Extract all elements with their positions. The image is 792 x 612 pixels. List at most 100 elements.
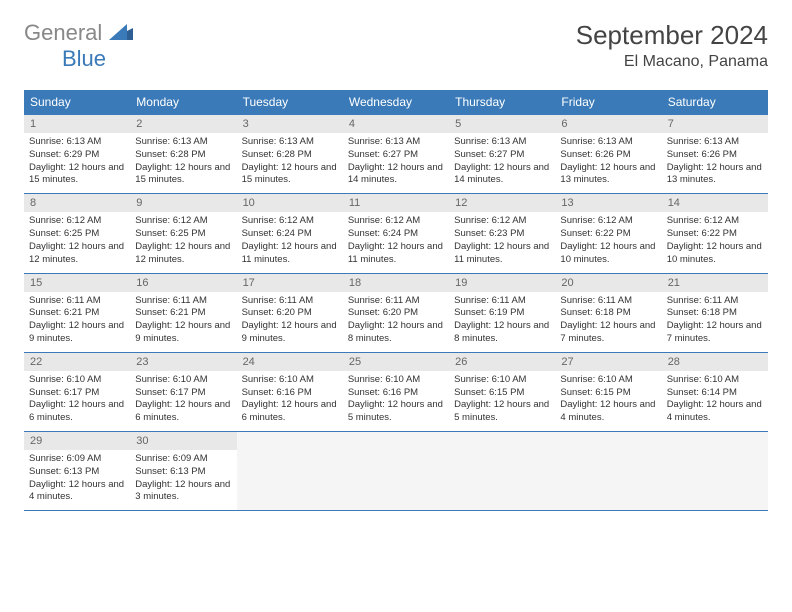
calendar-week-row: 15Sunrise: 6:11 AMSunset: 6:21 PMDayligh… bbox=[24, 273, 768, 352]
empty-cell bbox=[449, 432, 555, 511]
calendar-body: 1Sunrise: 6:13 AMSunset: 6:29 PMDaylight… bbox=[24, 115, 768, 511]
day-cell: 28Sunrise: 6:10 AMSunset: 6:14 PMDayligh… bbox=[662, 352, 768, 431]
day-number: 2 bbox=[130, 115, 236, 133]
day-cell: 14Sunrise: 6:12 AMSunset: 6:22 PMDayligh… bbox=[662, 194, 768, 273]
day-info: Sunrise: 6:11 AMSunset: 6:21 PMDaylight:… bbox=[130, 292, 236, 352]
day-number: 25 bbox=[343, 353, 449, 371]
day-info: Sunrise: 6:10 AMSunset: 6:16 PMDaylight:… bbox=[343, 371, 449, 431]
day-cell: 30Sunrise: 6:09 AMSunset: 6:13 PMDayligh… bbox=[130, 432, 236, 511]
day-info: Sunrise: 6:12 AMSunset: 6:22 PMDaylight:… bbox=[662, 212, 768, 272]
day-info: Sunrise: 6:10 AMSunset: 6:17 PMDaylight:… bbox=[130, 371, 236, 431]
empty-cell bbox=[343, 432, 449, 511]
weekday-header: Sunday bbox=[24, 90, 130, 115]
day-cell: 2Sunrise: 6:13 AMSunset: 6:28 PMDaylight… bbox=[130, 115, 236, 194]
day-number: 16 bbox=[130, 274, 236, 292]
day-number: 22 bbox=[24, 353, 130, 371]
logo-text: General Blue bbox=[24, 20, 133, 72]
day-info: Sunrise: 6:12 AMSunset: 6:24 PMDaylight:… bbox=[343, 212, 449, 272]
calendar-week-row: 8Sunrise: 6:12 AMSunset: 6:25 PMDaylight… bbox=[24, 194, 768, 273]
day-number: 29 bbox=[24, 432, 130, 450]
day-number: 8 bbox=[24, 194, 130, 212]
day-number: 4 bbox=[343, 115, 449, 133]
day-cell: 21Sunrise: 6:11 AMSunset: 6:18 PMDayligh… bbox=[662, 273, 768, 352]
day-number: 12 bbox=[449, 194, 555, 212]
day-number: 14 bbox=[662, 194, 768, 212]
day-number: 30 bbox=[130, 432, 236, 450]
logo-triangle-icon bbox=[109, 24, 133, 40]
day-number: 13 bbox=[555, 194, 661, 212]
day-number: 11 bbox=[343, 194, 449, 212]
day-cell: 27Sunrise: 6:10 AMSunset: 6:15 PMDayligh… bbox=[555, 352, 661, 431]
day-info: Sunrise: 6:10 AMSunset: 6:16 PMDaylight:… bbox=[237, 371, 343, 431]
day-info: Sunrise: 6:10 AMSunset: 6:14 PMDaylight:… bbox=[662, 371, 768, 431]
day-cell: 9Sunrise: 6:12 AMSunset: 6:25 PMDaylight… bbox=[130, 194, 236, 273]
day-number: 26 bbox=[449, 353, 555, 371]
day-cell: 3Sunrise: 6:13 AMSunset: 6:28 PMDaylight… bbox=[237, 115, 343, 194]
day-info: Sunrise: 6:13 AMSunset: 6:29 PMDaylight:… bbox=[24, 133, 130, 193]
day-number: 15 bbox=[24, 274, 130, 292]
day-info: Sunrise: 6:10 AMSunset: 6:15 PMDaylight:… bbox=[555, 371, 661, 431]
calendar-table: SundayMondayTuesdayWednesdayThursdayFrid… bbox=[24, 90, 768, 511]
day-info: Sunrise: 6:12 AMSunset: 6:25 PMDaylight:… bbox=[130, 212, 236, 272]
calendar-week-row: 29Sunrise: 6:09 AMSunset: 6:13 PMDayligh… bbox=[24, 432, 768, 511]
day-cell: 25Sunrise: 6:10 AMSunset: 6:16 PMDayligh… bbox=[343, 352, 449, 431]
day-info: Sunrise: 6:11 AMSunset: 6:20 PMDaylight:… bbox=[343, 292, 449, 352]
logo: General Blue bbox=[24, 20, 133, 72]
day-info: Sunrise: 6:09 AMSunset: 6:13 PMDaylight:… bbox=[130, 450, 236, 510]
day-cell: 10Sunrise: 6:12 AMSunset: 6:24 PMDayligh… bbox=[237, 194, 343, 273]
day-cell: 26Sunrise: 6:10 AMSunset: 6:15 PMDayligh… bbox=[449, 352, 555, 431]
day-info: Sunrise: 6:13 AMSunset: 6:26 PMDaylight:… bbox=[662, 133, 768, 193]
day-info: Sunrise: 6:13 AMSunset: 6:27 PMDaylight:… bbox=[449, 133, 555, 193]
day-info: Sunrise: 6:13 AMSunset: 6:28 PMDaylight:… bbox=[130, 133, 236, 193]
day-info: Sunrise: 6:11 AMSunset: 6:21 PMDaylight:… bbox=[24, 292, 130, 352]
logo-word-1: General bbox=[24, 20, 102, 45]
day-cell: 7Sunrise: 6:13 AMSunset: 6:26 PMDaylight… bbox=[662, 115, 768, 194]
day-info: Sunrise: 6:11 AMSunset: 6:20 PMDaylight:… bbox=[237, 292, 343, 352]
day-number: 7 bbox=[662, 115, 768, 133]
day-cell: 20Sunrise: 6:11 AMSunset: 6:18 PMDayligh… bbox=[555, 273, 661, 352]
day-number: 10 bbox=[237, 194, 343, 212]
day-cell: 19Sunrise: 6:11 AMSunset: 6:19 PMDayligh… bbox=[449, 273, 555, 352]
day-number: 24 bbox=[237, 353, 343, 371]
weekday-header: Thursday bbox=[449, 90, 555, 115]
day-cell: 13Sunrise: 6:12 AMSunset: 6:22 PMDayligh… bbox=[555, 194, 661, 273]
day-number: 17 bbox=[237, 274, 343, 292]
day-number: 21 bbox=[662, 274, 768, 292]
empty-cell bbox=[662, 432, 768, 511]
day-info: Sunrise: 6:11 AMSunset: 6:19 PMDaylight:… bbox=[449, 292, 555, 352]
day-info: Sunrise: 6:13 AMSunset: 6:26 PMDaylight:… bbox=[555, 133, 661, 193]
calendar-week-row: 22Sunrise: 6:10 AMSunset: 6:17 PMDayligh… bbox=[24, 352, 768, 431]
day-cell: 8Sunrise: 6:12 AMSunset: 6:25 PMDaylight… bbox=[24, 194, 130, 273]
weekday-header: Saturday bbox=[662, 90, 768, 115]
day-info: Sunrise: 6:10 AMSunset: 6:15 PMDaylight:… bbox=[449, 371, 555, 431]
day-number: 20 bbox=[555, 274, 661, 292]
day-cell: 17Sunrise: 6:11 AMSunset: 6:20 PMDayligh… bbox=[237, 273, 343, 352]
day-cell: 22Sunrise: 6:10 AMSunset: 6:17 PMDayligh… bbox=[24, 352, 130, 431]
day-number: 1 bbox=[24, 115, 130, 133]
day-info: Sunrise: 6:13 AMSunset: 6:28 PMDaylight:… bbox=[237, 133, 343, 193]
weekday-header: Tuesday bbox=[237, 90, 343, 115]
header: General Blue September 2024 El Macano, P… bbox=[24, 20, 768, 72]
day-cell: 29Sunrise: 6:09 AMSunset: 6:13 PMDayligh… bbox=[24, 432, 130, 511]
day-info: Sunrise: 6:12 AMSunset: 6:24 PMDaylight:… bbox=[237, 212, 343, 272]
weekday-header: Friday bbox=[555, 90, 661, 115]
day-number: 3 bbox=[237, 115, 343, 133]
day-info: Sunrise: 6:12 AMSunset: 6:25 PMDaylight:… bbox=[24, 212, 130, 272]
day-info: Sunrise: 6:11 AMSunset: 6:18 PMDaylight:… bbox=[662, 292, 768, 352]
title-block: September 2024 El Macano, Panama bbox=[576, 20, 768, 71]
day-number: 19 bbox=[449, 274, 555, 292]
day-cell: 18Sunrise: 6:11 AMSunset: 6:20 PMDayligh… bbox=[343, 273, 449, 352]
weekday-header: Wednesday bbox=[343, 90, 449, 115]
day-number: 27 bbox=[555, 353, 661, 371]
day-info: Sunrise: 6:11 AMSunset: 6:18 PMDaylight:… bbox=[555, 292, 661, 352]
location-subtitle: El Macano, Panama bbox=[576, 53, 768, 71]
day-info: Sunrise: 6:12 AMSunset: 6:22 PMDaylight:… bbox=[555, 212, 661, 272]
day-info: Sunrise: 6:09 AMSunset: 6:13 PMDaylight:… bbox=[24, 450, 130, 510]
day-number: 18 bbox=[343, 274, 449, 292]
day-number: 23 bbox=[130, 353, 236, 371]
weekday-header: Monday bbox=[130, 90, 236, 115]
day-cell: 11Sunrise: 6:12 AMSunset: 6:24 PMDayligh… bbox=[343, 194, 449, 273]
day-number: 9 bbox=[130, 194, 236, 212]
day-cell: 4Sunrise: 6:13 AMSunset: 6:27 PMDaylight… bbox=[343, 115, 449, 194]
day-cell: 23Sunrise: 6:10 AMSunset: 6:17 PMDayligh… bbox=[130, 352, 236, 431]
